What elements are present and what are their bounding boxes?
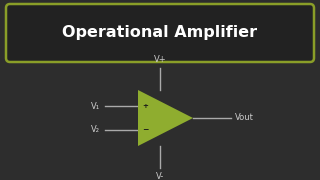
- Text: V+: V+: [154, 55, 166, 64]
- Polygon shape: [138, 90, 193, 146]
- Text: V₁: V₁: [91, 102, 100, 111]
- FancyBboxPatch shape: [6, 4, 314, 62]
- Text: +: +: [142, 103, 148, 109]
- Text: V₂: V₂: [91, 125, 100, 134]
- Text: Vout: Vout: [235, 114, 254, 123]
- Text: V-: V-: [156, 172, 164, 180]
- Text: Operational Amplifier: Operational Amplifier: [62, 26, 258, 40]
- Text: −: −: [142, 125, 148, 134]
